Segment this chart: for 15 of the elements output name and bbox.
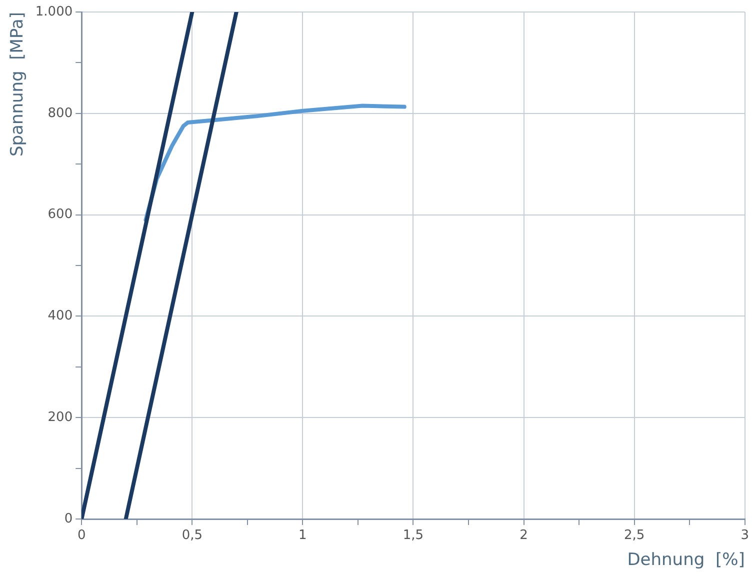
x-axis-title: Dehnung [%] xyxy=(627,550,745,570)
x-tick-label: 0 xyxy=(77,528,86,544)
y-tick-label: 0 xyxy=(64,511,73,526)
y-tick-label: 600 xyxy=(48,207,73,222)
x-tick-label: 2 xyxy=(520,528,528,544)
y-tick-label: 1.000 xyxy=(35,4,73,20)
x-tick-label: 1 xyxy=(298,528,307,544)
x-tick-label: 3 xyxy=(740,528,750,544)
y-tick-label: 400 xyxy=(48,308,73,324)
y-tick-label: 200 xyxy=(48,410,73,425)
x-tick-label: 0,5 xyxy=(182,528,202,544)
x-tick-label: 2,5 xyxy=(624,528,645,544)
y-tick-label: 800 xyxy=(48,106,73,121)
x-tick-label: 1,5 xyxy=(402,528,424,544)
y-axis-title: Spannung [MPa] xyxy=(8,12,28,157)
